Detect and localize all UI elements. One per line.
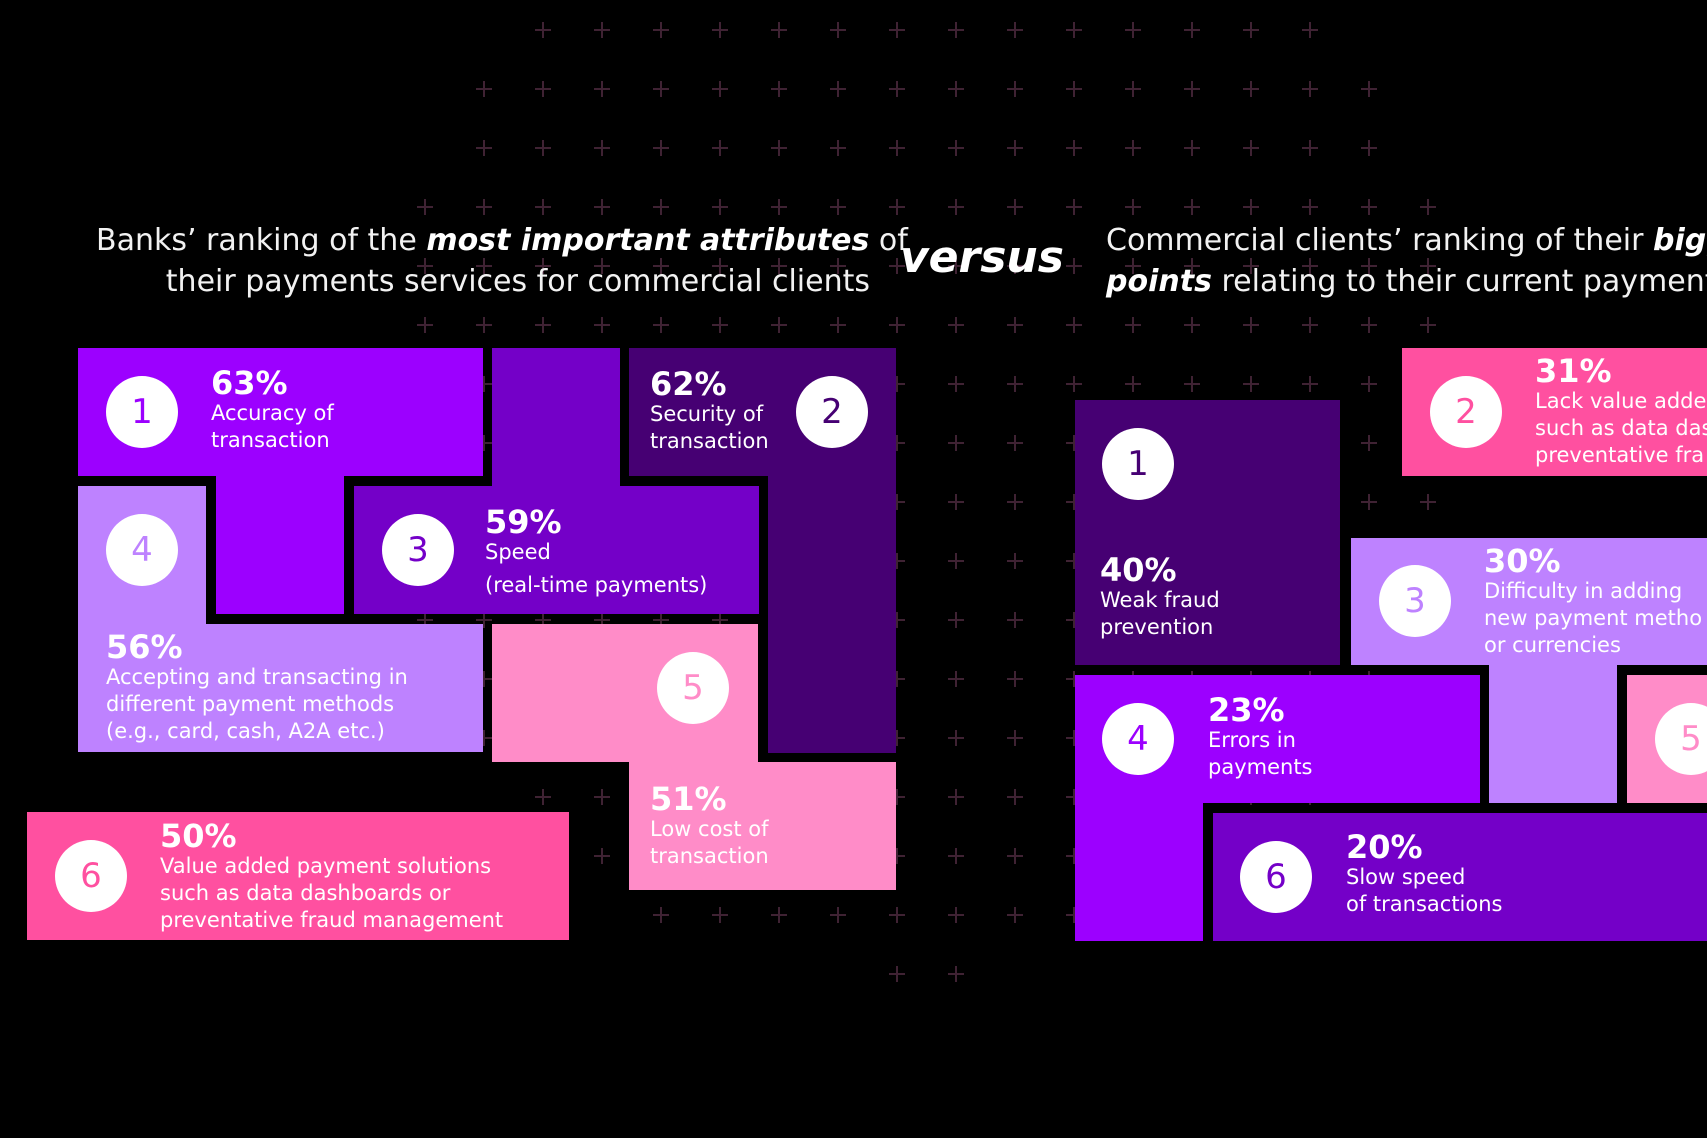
bank-2-label: Security of transaction: [650, 402, 769, 453]
bank-block-1-stem: [216, 476, 344, 614]
client-2-label: Lack value adde such as data das prevent…: [1535, 389, 1707, 467]
bank-rank-4-badge: 4: [106, 514, 178, 586]
client-item-3: 30% Difficulty in adding new payment met…: [1484, 544, 1702, 659]
bank-rank-5-badge: 5: [657, 652, 729, 724]
client-rank-1-badge: 1: [1102, 428, 1174, 500]
bank-5-label: Low cost of transaction: [650, 817, 769, 868]
bank-item-2: 62% Security of transaction: [650, 367, 769, 455]
client-1-label: Weak fraud prevention: [1100, 588, 1220, 639]
bank-2-pct: 62%: [650, 365, 727, 403]
bank-rank-1-badge: 1: [106, 376, 178, 448]
client-block-3-stem: [1489, 665, 1617, 803]
client-6-pct: 20%: [1346, 828, 1423, 866]
bank-6-label: Value added payment solutions such as da…: [160, 854, 504, 932]
heading-left-bold: most important attributes: [426, 223, 870, 258]
client-rank-5-badge: 5: [1655, 703, 1707, 775]
bank-item-5: 51% Low cost of transaction: [650, 782, 769, 870]
bank-rank-6-badge: 6: [55, 840, 127, 912]
client-3-label: Difficulty in adding new payment metho o…: [1484, 579, 1703, 657]
bank-4-pct: 56%: [106, 628, 183, 666]
client-2-pct: 31%: [1535, 352, 1612, 390]
client-1-pct: 40%: [1100, 551, 1177, 589]
bank-item-3: 59% Speed (real-time payments): [485, 505, 707, 599]
client-rank-4-badge: 4: [1102, 703, 1174, 775]
client-item-6: 20% Slow speed of transactions: [1346, 830, 1503, 918]
client-item-4: 23% Errors in payments: [1208, 693, 1313, 781]
heading-left: Banks’ ranking of the most important att…: [96, 220, 908, 302]
bank-block-2-stem: [768, 476, 896, 753]
heading-left-pre: Banks’ ranking of the: [96, 223, 427, 258]
heading-right-post: relating to their current payments: [1211, 264, 1707, 299]
bank-item-6: 50% Value added payment solutions such a…: [160, 819, 503, 934]
client-item-2: 31% Lack value adde such as data das pre…: [1535, 354, 1707, 469]
client-rank-2-badge: 2: [1430, 376, 1502, 448]
versus-label: versus: [900, 232, 1064, 283]
client-3-pct: 30%: [1484, 542, 1561, 580]
bank-block-5: [629, 762, 896, 890]
heading-right-bold2: points: [1106, 264, 1212, 299]
bank-5-pct: 51%: [650, 780, 727, 818]
heading-right-pre: Commercial clients’ ranking of their: [1106, 223, 1653, 258]
client-rank-6-badge: 6: [1240, 841, 1312, 913]
bank-3-pct: 59%: [485, 503, 562, 541]
bank-4-label: Accepting and transacting in different p…: [106, 665, 408, 743]
heading-right: Commercial clients’ ranking of their big…: [1106, 220, 1707, 302]
client-item-1: 40% Weak fraud prevention: [1100, 553, 1220, 641]
bank-1-label: Accuracy of transaction: [211, 401, 334, 452]
client-block-4-stem: [1075, 803, 1203, 941]
bank-item-4: 56% Accepting and transacting in differe…: [106, 630, 408, 745]
bank-block-4: [78, 624, 483, 752]
bank-3-sublabel: (real-time payments): [485, 573, 708, 597]
heading-left-post: of: [869, 223, 908, 258]
client-6-label: Slow speed of transactions: [1346, 865, 1503, 916]
bank-3-label: Speed: [485, 540, 551, 564]
bank-rank-3-badge: 3: [382, 514, 454, 586]
bank-item-1: 63% Accuracy of transaction: [211, 366, 334, 454]
bank-6-pct: 50%: [160, 817, 237, 855]
heading-right-bold1: bigg: [1653, 223, 1707, 258]
heading-left-line2: their payments services for commercial c…: [165, 264, 870, 299]
bank-1-pct: 63%: [211, 364, 288, 402]
client-4-pct: 23%: [1208, 691, 1285, 729]
client-4-label: Errors in payments: [1208, 728, 1313, 779]
bank-block-3-top: [492, 348, 620, 486]
bank-rank-2-badge: 2: [796, 376, 868, 448]
client-rank-3-badge: 3: [1379, 565, 1451, 637]
